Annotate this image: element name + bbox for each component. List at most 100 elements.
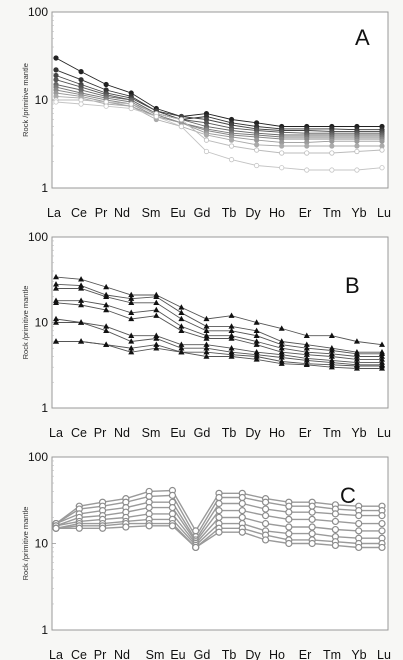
y-tick-label: 100 — [28, 5, 48, 19]
data-point — [254, 147, 260, 153]
y-tick-label: 10 — [35, 537, 49, 551]
data-point — [285, 508, 293, 516]
data-point — [98, 524, 107, 532]
data-point — [103, 293, 110, 299]
series-line — [56, 288, 382, 355]
data-point — [145, 492, 153, 501]
data-point — [78, 338, 85, 344]
y-tick-label: 100 — [28, 450, 48, 464]
data-point — [328, 347, 335, 353]
data-point — [354, 148, 360, 155]
data-point — [238, 507, 246, 515]
data-point — [168, 504, 177, 512]
y-tick-label: 100 — [28, 230, 48, 244]
x-tick-label: La — [47, 206, 61, 220]
panel-b: 1 10 100 Rock /primitive mantle La Ce Pr Nd Sm Eu… — [21, 230, 391, 440]
data-point — [379, 353, 385, 359]
data-point — [53, 273, 59, 280]
data-point — [103, 301, 110, 308]
data-point — [203, 323, 210, 329]
data-point — [203, 132, 210, 138]
data-point — [178, 327, 185, 333]
series-line — [55, 318, 382, 364]
data-point — [304, 167, 310, 173]
data-point — [379, 356, 385, 362]
series-line — [55, 69, 382, 131]
x-tick-label: Yb — [351, 426, 366, 440]
data-point — [253, 327, 260, 333]
data-point — [228, 332, 235, 338]
series-line — [55, 84, 382, 136]
data-point — [285, 502, 293, 510]
data-point — [153, 113, 159, 120]
data-point — [278, 325, 285, 331]
data-point — [53, 77, 59, 83]
series — [53, 99, 385, 173]
data-point — [355, 543, 363, 552]
x-tick-label: Gd — [194, 206, 211, 220]
x-tick-label: Eu — [170, 648, 185, 660]
data-point — [261, 498, 270, 506]
data-point — [103, 99, 109, 105]
data-point — [52, 524, 60, 532]
x-tick-label: La — [49, 426, 63, 440]
data-point — [303, 341, 310, 347]
data-point — [128, 105, 134, 112]
data-point — [178, 341, 185, 347]
data-point — [253, 332, 260, 338]
data-point — [238, 513, 246, 522]
data-point — [308, 530, 316, 538]
data-point — [128, 291, 135, 298]
x-tick-label: Lu — [377, 426, 391, 440]
x-tick-label: Er — [299, 206, 312, 220]
data-point — [203, 148, 210, 155]
data-point — [328, 332, 335, 338]
x-tick-label: Sm — [146, 648, 165, 660]
y-axis-label: Rock /primitive mantle — [21, 286, 30, 360]
data-point — [215, 507, 223, 515]
data-point — [103, 103, 109, 109]
data-point — [122, 523, 130, 531]
series — [53, 285, 385, 357]
x-tick-label: Gd — [194, 426, 211, 440]
data-point — [304, 150, 310, 156]
series-line — [56, 99, 383, 154]
data-point — [153, 332, 160, 338]
data-point — [228, 345, 235, 351]
data-point — [53, 72, 59, 79]
data-point — [78, 77, 84, 83]
data-point — [178, 116, 184, 123]
data-point — [203, 315, 210, 322]
series-line — [55, 283, 382, 353]
data-point — [279, 150, 285, 156]
data-point — [303, 345, 310, 351]
data-point — [328, 364, 335, 370]
data-point — [78, 285, 85, 291]
data-point — [329, 167, 335, 173]
data-point — [331, 510, 340, 518]
x-tick-label: Dy — [245, 426, 261, 440]
data-point — [329, 143, 335, 149]
x-tick-label: Pr — [95, 206, 108, 220]
data-point — [261, 512, 270, 520]
series-line — [55, 95, 382, 147]
data-point — [75, 524, 83, 532]
data-point — [329, 138, 335, 144]
data-point — [308, 508, 316, 516]
series-line — [56, 341, 382, 369]
data-point — [238, 493, 246, 502]
data-point — [279, 165, 285, 171]
data-point — [128, 101, 134, 107]
data-point — [379, 138, 385, 144]
data-point — [285, 515, 293, 523]
data-point — [261, 519, 270, 528]
data-point — [308, 539, 316, 548]
data-point — [253, 353, 260, 359]
data-point — [53, 319, 59, 325]
data-point — [178, 348, 185, 355]
series — [53, 273, 385, 347]
data-point — [228, 353, 235, 359]
series-line — [55, 302, 382, 360]
data-point — [203, 327, 210, 333]
